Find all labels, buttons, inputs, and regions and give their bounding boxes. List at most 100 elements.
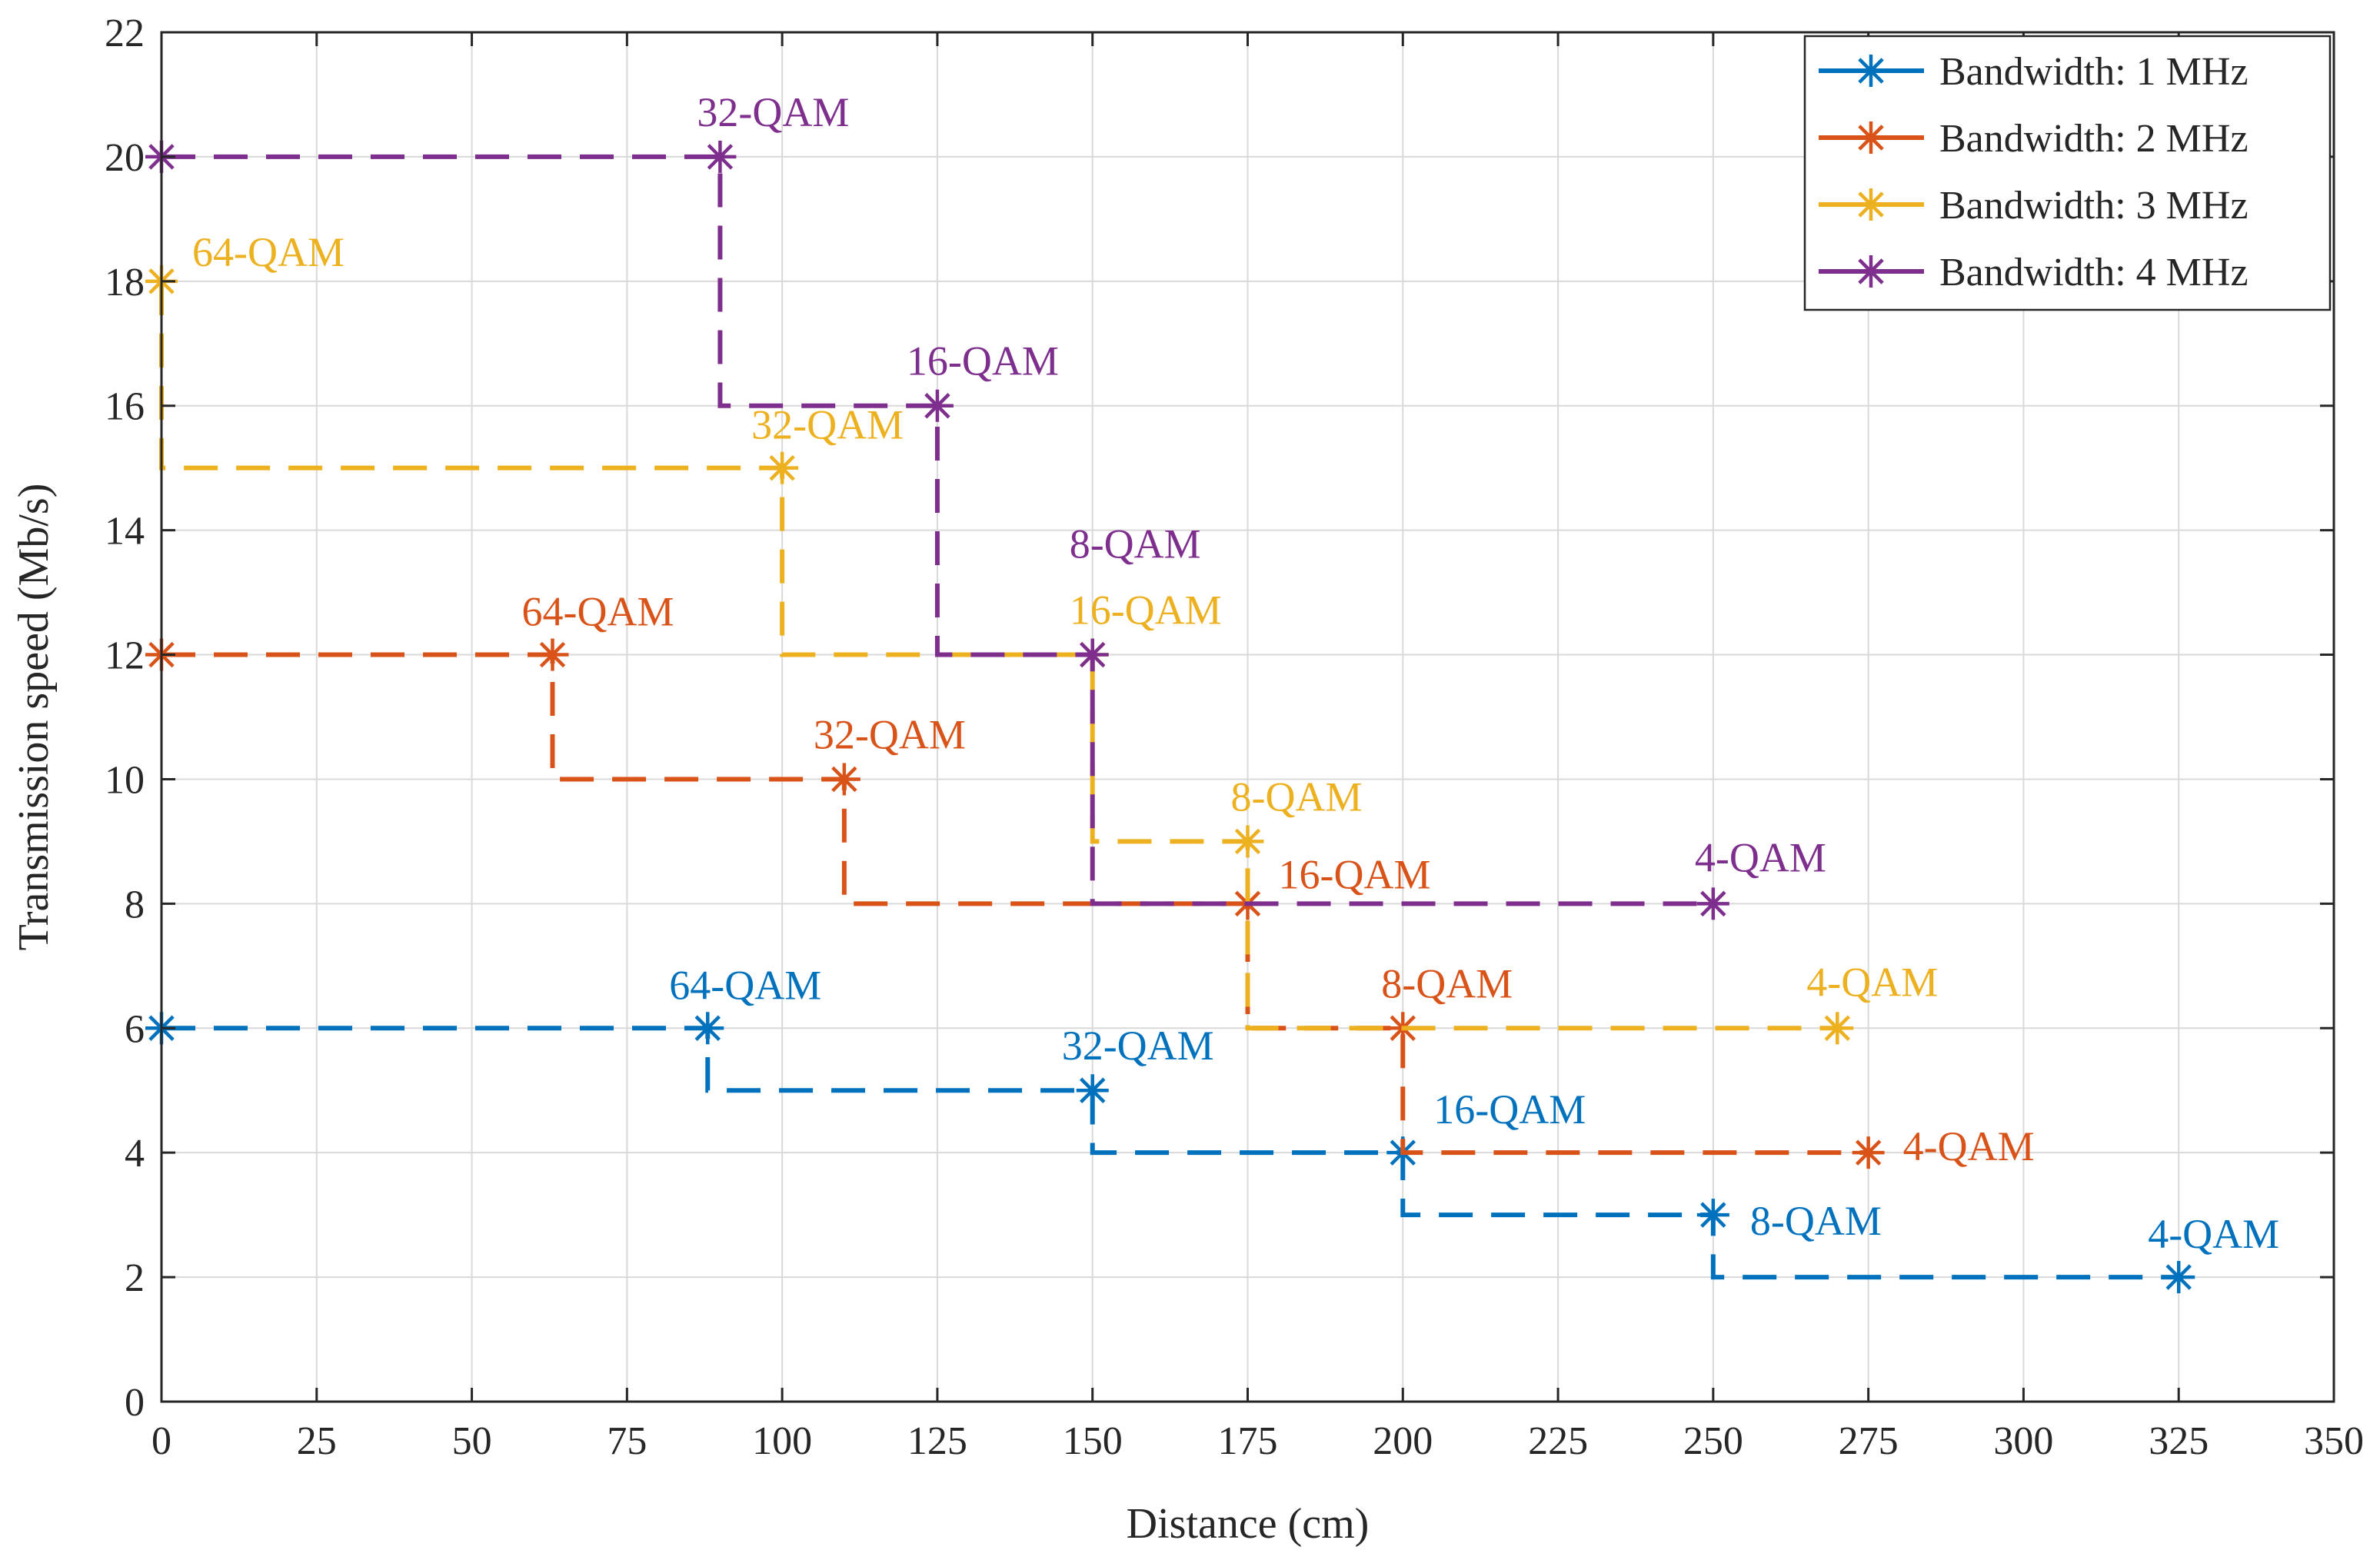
series-line [161, 154, 1713, 906]
data-label: 4-QAM [2148, 1211, 2279, 1257]
star-stroke [1700, 890, 1726, 917]
data-label: 16-QAM [907, 338, 1059, 384]
star-stroke [1858, 191, 1884, 218]
star-marker [704, 140, 737, 173]
star-marker [766, 451, 799, 484]
y-tick-label: 20 [105, 136, 145, 180]
star-stroke [707, 144, 734, 170]
star-marker [1696, 1199, 1729, 1232]
legend-item: Bandwidth: 4 MHz [1819, 251, 2249, 294]
x-tick-label: 25 [297, 1419, 337, 1463]
y-tick-label: 14 [105, 510, 145, 554]
star-stroke [1824, 1015, 1850, 1041]
data-label: 16-QAM [1433, 1086, 1586, 1133]
data-label: 64-QAM [192, 229, 345, 275]
data-label: 8-QAM [1750, 1198, 1882, 1244]
star-stroke [2165, 1264, 2192, 1290]
x-tick-label: 175 [1218, 1419, 1278, 1463]
y-tick-label: 22 [105, 12, 145, 55]
star-marker [1696, 887, 1729, 920]
y-tick-label: 18 [105, 261, 145, 304]
data-label: 4-QAM [1695, 834, 1826, 880]
x-tick-label: 75 [607, 1419, 647, 1463]
data-label: 8-QAM [1231, 773, 1363, 820]
x-tick-label: 225 [1528, 1419, 1588, 1463]
star-marker [1821, 1012, 1854, 1045]
star-stroke [769, 454, 795, 481]
legend-label: Bandwidth: 3 MHz [1939, 184, 2249, 228]
star-stroke [924, 393, 950, 419]
x-tick-label: 275 [1839, 1419, 1899, 1463]
y-tick-label: 8 [125, 883, 145, 926]
star-stroke [831, 766, 857, 793]
y-tick-label: 4 [125, 1132, 145, 1176]
legend-label: Bandwidth: 2 MHz [1939, 117, 2249, 161]
star-stroke [1858, 58, 1884, 84]
star-marker [827, 763, 860, 796]
series-line [159, 281, 1838, 1031]
legend-item: Bandwidth: 1 MHz [1819, 50, 2249, 94]
star-marker [2162, 1261, 2195, 1294]
legend-item: Bandwidth: 2 MHz [1819, 117, 2249, 161]
legend-label: Bandwidth: 4 MHz [1939, 251, 2249, 294]
data-label: 4-QAM [1903, 1123, 2035, 1169]
data-label: 32-QAM [697, 89, 849, 135]
y-tick-label: 0 [125, 1381, 145, 1425]
x-tick-label: 350 [2304, 1419, 2364, 1463]
star-stroke [1855, 1139, 1882, 1166]
data-label: 64-QAM [669, 962, 821, 1008]
x-tick-label: 250 [1683, 1419, 1743, 1463]
legend-item: Bandwidth: 3 MHz [1819, 184, 2249, 228]
star-stroke [1080, 641, 1106, 668]
star-marker [1855, 188, 1887, 221]
data-label: 16-QAM [1070, 587, 1222, 634]
y-tick-label: 12 [105, 634, 145, 678]
x-tick-label: 100 [752, 1419, 812, 1463]
star-marker [1855, 121, 1887, 154]
series-group [145, 140, 2195, 1294]
x-axis-title: Distance (cm) [1127, 1500, 1370, 1548]
legend-box [1803, 35, 2332, 311]
series-line [161, 1026, 2179, 1280]
x-tick-label: 325 [2149, 1419, 2209, 1463]
data-label: 8-QAM [1381, 960, 1513, 1006]
x-tick-label: 300 [1993, 1419, 2053, 1463]
star-marker [1231, 825, 1264, 858]
y-tick-label: 10 [105, 758, 145, 802]
y-tick-label: 6 [125, 1007, 145, 1051]
star-stroke [1700, 1202, 1726, 1228]
x-tick-label: 0 [151, 1419, 171, 1463]
legend-label: Bandwidth: 1 MHz [1939, 50, 2249, 94]
y-tick-label: 16 [105, 385, 145, 429]
star-marker [1076, 1074, 1109, 1107]
data-label: 16-QAM [1279, 851, 1431, 897]
data-label: 64-QAM [522, 589, 674, 635]
data-label: 4-QAM [1806, 959, 1938, 1005]
star-stroke [1234, 828, 1261, 855]
data-label: 32-QAM [814, 711, 966, 757]
star-marker [920, 389, 954, 422]
star-stroke [1858, 258, 1884, 284]
star-marker [1076, 638, 1109, 671]
series-line [161, 652, 1869, 1156]
x-tick-label: 150 [1063, 1419, 1123, 1463]
star-marker [1855, 55, 1887, 87]
star-marker [536, 638, 569, 671]
data-label: 8-QAM [1070, 521, 1201, 567]
star-marker [1855, 255, 1887, 288]
x-tick-label: 200 [1373, 1419, 1433, 1463]
legend: Bandwidth: 1 MHz Bandwidth: 2 MHz Bandwidt… [1803, 35, 2332, 311]
y-axis-title: Transmission speed (Mb/s) [10, 484, 58, 951]
star-stroke [539, 641, 566, 668]
star-stroke [694, 1015, 721, 1041]
x-tick-label: 125 [907, 1419, 967, 1463]
data-label: 32-QAM [751, 402, 904, 448]
data-label: 32-QAM [1062, 1023, 1214, 1069]
y-tick-label: 2 [125, 1256, 145, 1300]
star-stroke [1858, 125, 1884, 151]
series-4mhz [145, 140, 1729, 920]
star-marker [1852, 1136, 1885, 1169]
